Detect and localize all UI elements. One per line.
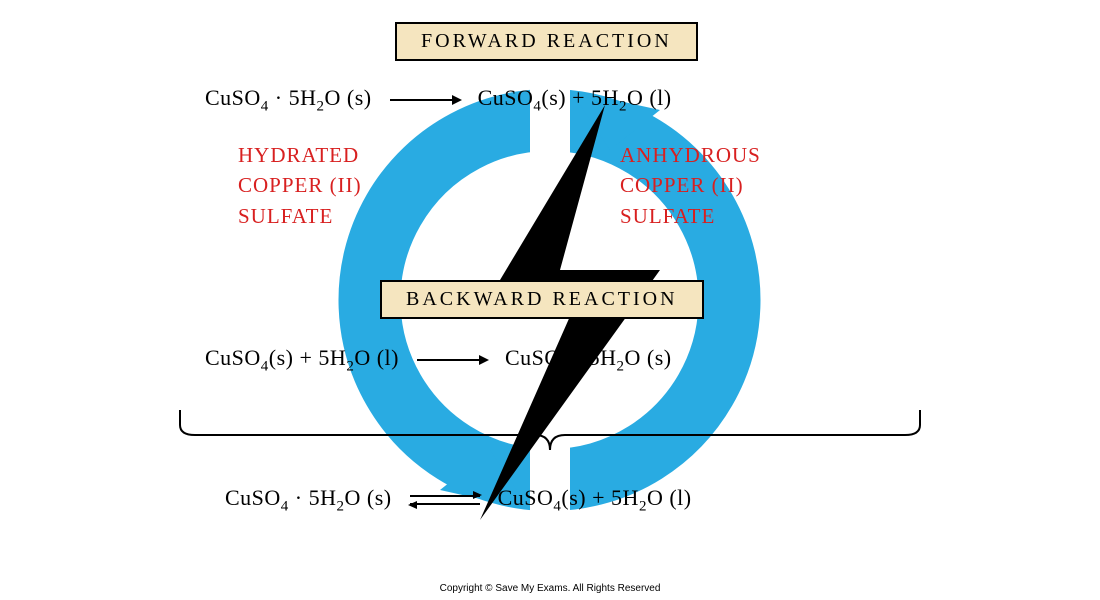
hydrated-line2: COPPER (II) — [238, 173, 362, 197]
backward-lhs: CuSO4(s) + 5H2O (l) — [205, 345, 399, 370]
anhydrous-line3: SULFATE — [620, 204, 715, 228]
equilibrium-arrow-icon — [410, 492, 480, 508]
anhydrous-line1: ANHYDROUS — [620, 143, 761, 167]
anhydrous-annotation: ANHYDROUS COPPER (II) SULFATE — [620, 140, 761, 231]
hydrated-line3: SULFATE — [238, 204, 333, 228]
forward-reaction-label: FORWARD REACTION — [395, 22, 698, 61]
backward-arrow-icon — [417, 359, 487, 361]
combined-rhs: CuSO4(s) + 5H2O (l) — [498, 485, 692, 510]
backward-equation: CuSO4(s) + 5H2O (l) CuSO4 · 5H2O (s) — [205, 345, 672, 375]
curly-brace-icon — [170, 400, 930, 460]
forward-label-text: FORWARD REACTION — [421, 30, 672, 52]
backward-label-text: BACKWARD REACTION — [406, 288, 678, 310]
forward-rhs: CuSO4(s) + 5H2O (l) — [478, 85, 672, 110]
forward-arrow-icon — [390, 99, 460, 101]
hydrated-line1: HYDRATED — [238, 143, 359, 167]
backward-rhs: CuSO4 · 5H2O (s) — [505, 345, 672, 370]
hydrated-annotation: HYDRATED COPPER (II) SULFATE — [238, 140, 362, 231]
copyright-text: Copyright © Save My Exams. All Rights Re… — [440, 583, 661, 594]
combined-lhs: CuSO4 · 5H2O (s) — [225, 485, 392, 510]
forward-equation: CuSO4 · 5H2O (s) CuSO4(s) + 5H2O (l) — [205, 85, 672, 115]
forward-lhs: CuSO4 · 5H2O (s) — [205, 85, 372, 110]
backward-reaction-label: BACKWARD REACTION — [380, 280, 704, 319]
anhydrous-line2: COPPER (II) — [620, 173, 744, 197]
combined-equation: CuSO4 · 5H2O (s) CuSO4(s) + 5H2O (l) — [225, 485, 692, 515]
